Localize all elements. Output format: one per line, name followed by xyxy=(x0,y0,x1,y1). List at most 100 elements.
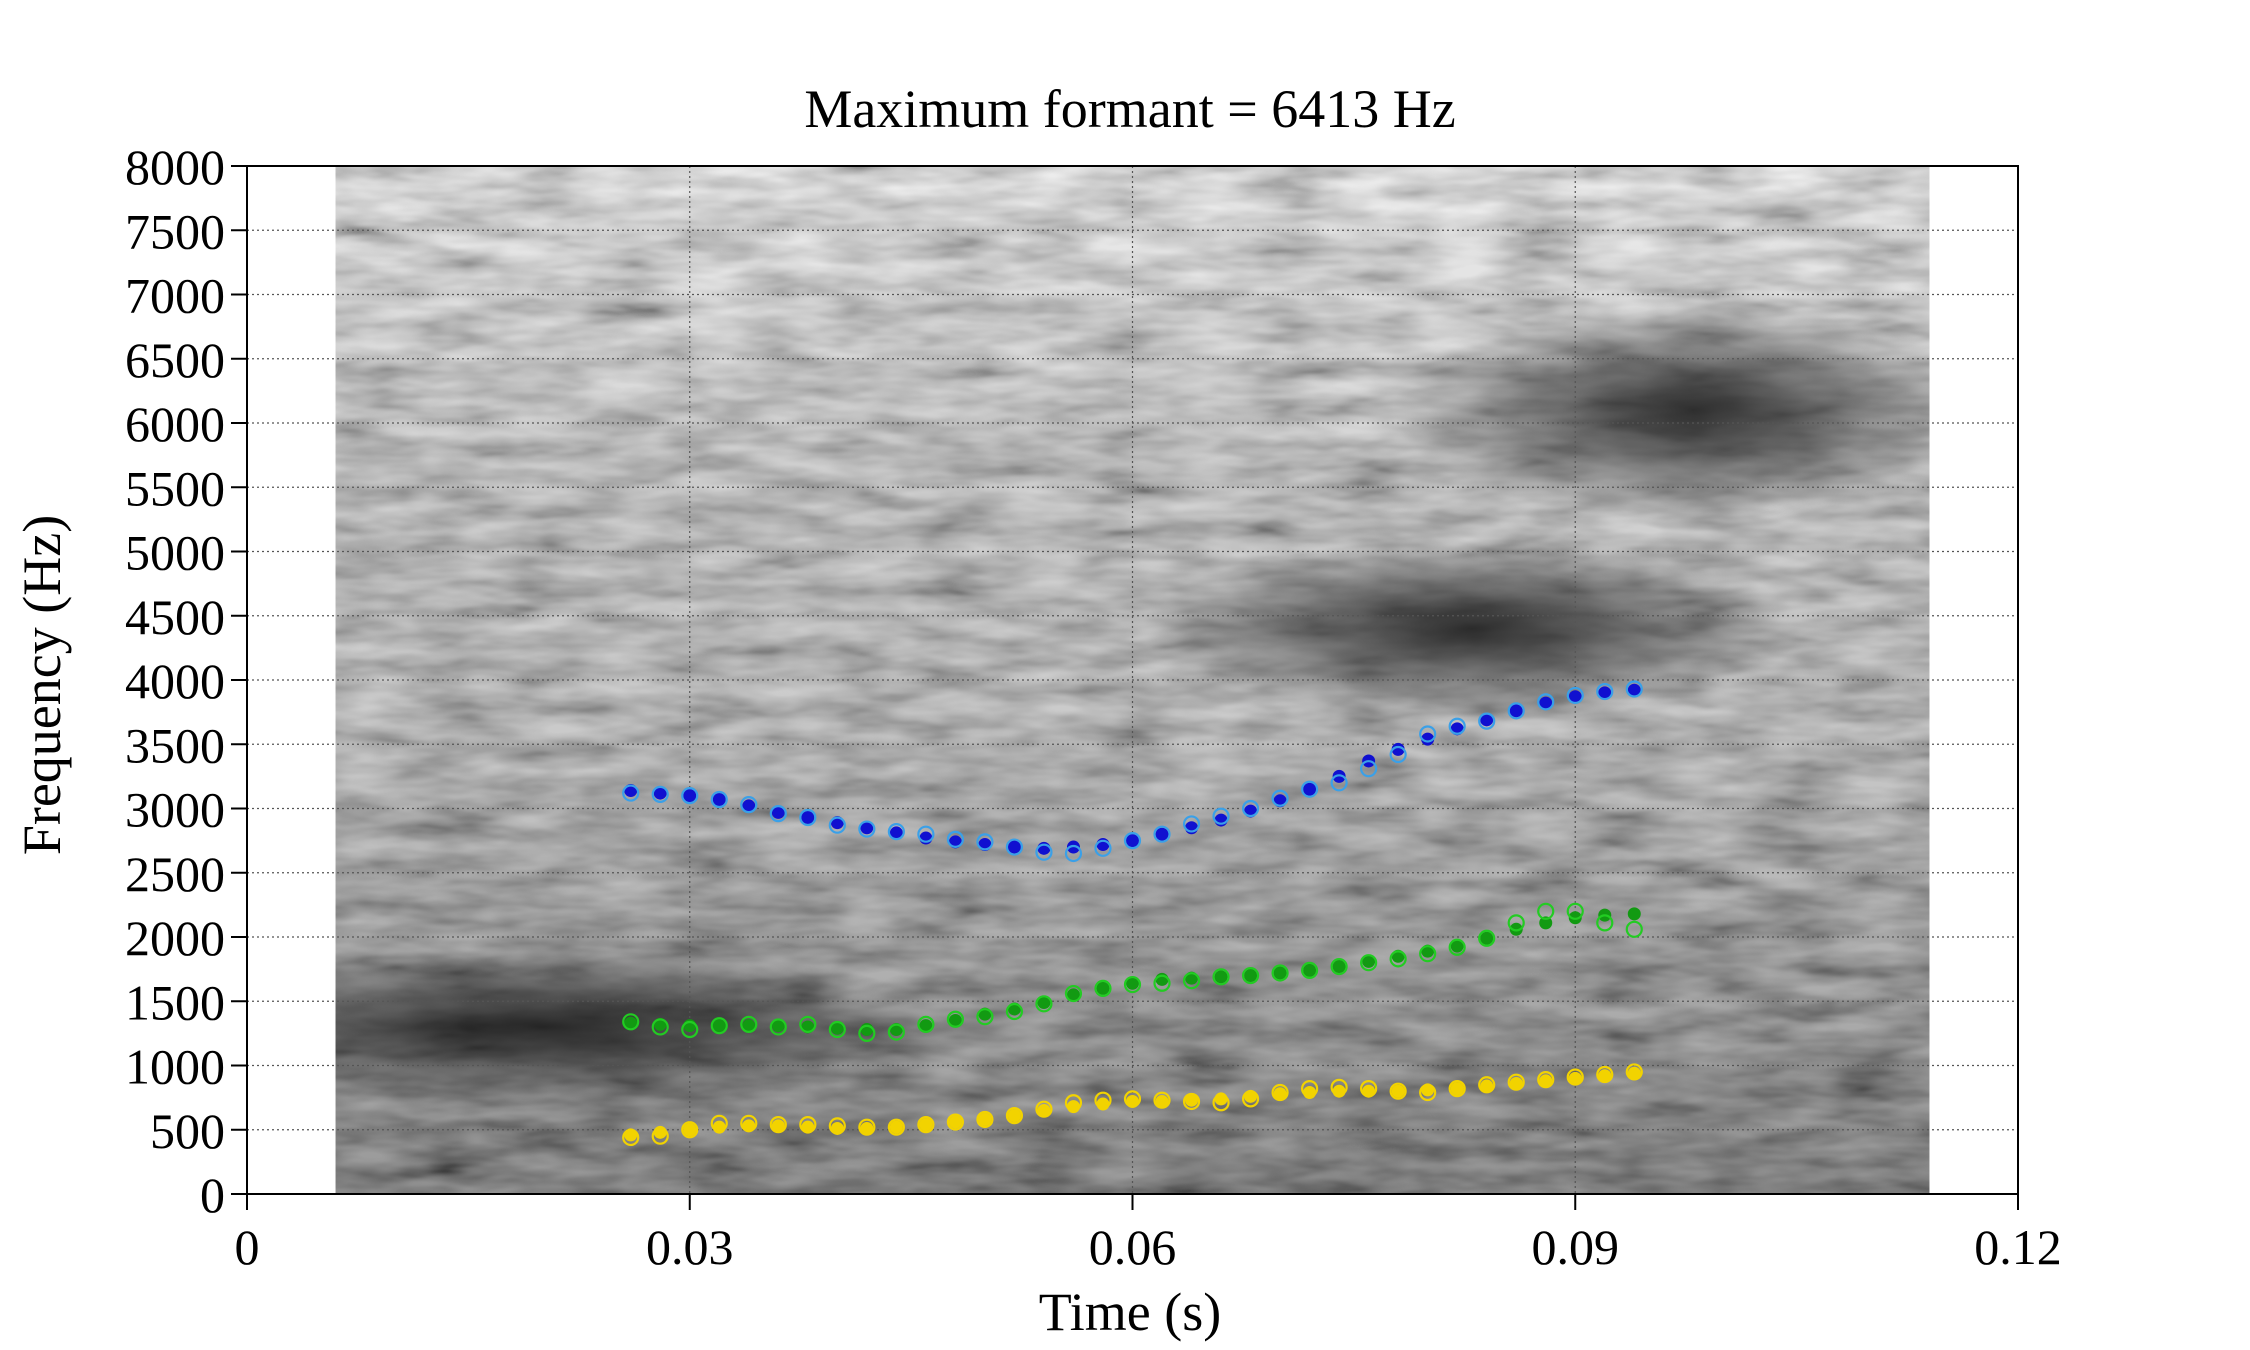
formant-point xyxy=(946,1113,965,1131)
formant-point xyxy=(771,1019,785,1033)
formant-point xyxy=(1598,686,1612,700)
formant-point xyxy=(1478,1076,1496,1094)
formant-point xyxy=(1126,834,1139,848)
formant-point xyxy=(1064,1094,1083,1112)
x-tick-label: 0.09 xyxy=(1532,1219,1620,1275)
y-axis-label: Frequency (Hz) xyxy=(12,515,72,855)
formant-point xyxy=(1596,682,1614,701)
y-tick-label: 2500 xyxy=(125,846,225,902)
y-tick-label: 8000 xyxy=(125,139,225,195)
formant-point xyxy=(1330,957,1348,976)
formant-point xyxy=(1244,969,1258,983)
y-tick-label: 3500 xyxy=(125,717,225,773)
formant-point xyxy=(1537,693,1555,711)
formant-point xyxy=(1480,1079,1494,1093)
formant-point xyxy=(1035,995,1053,1013)
formant-point xyxy=(771,1119,785,1133)
formant-point xyxy=(1566,686,1584,705)
formant-point xyxy=(740,1015,758,1033)
formant-point xyxy=(1303,782,1317,796)
formant-point xyxy=(1360,1080,1378,1098)
formant-point xyxy=(1566,1068,1584,1086)
formant-point xyxy=(917,1116,935,1134)
formant-point xyxy=(1271,789,1289,807)
formant-point xyxy=(917,825,935,843)
x-axis-label: Time (s) xyxy=(1039,1282,1222,1342)
formant-point xyxy=(712,793,726,807)
formant-point xyxy=(1241,1090,1260,1108)
formant-series-2 xyxy=(622,1063,1643,1147)
x-tick-label: 0.03 xyxy=(646,1219,734,1275)
formant-point xyxy=(1507,1073,1525,1091)
formant-point xyxy=(828,1117,846,1135)
formant-point xyxy=(1064,844,1083,863)
grid-lines xyxy=(247,166,2018,1194)
formant-point xyxy=(710,1114,728,1132)
formant-point xyxy=(1507,914,1525,932)
formant-point xyxy=(919,1118,933,1132)
formant-point xyxy=(1094,979,1112,998)
y-tick-label: 0 xyxy=(200,1167,225,1223)
formant-point xyxy=(1478,712,1496,730)
formant-point xyxy=(742,799,756,813)
formant-point xyxy=(1153,1091,1171,1109)
formant-point xyxy=(1303,963,1317,977)
formant-point xyxy=(1300,780,1319,798)
formant-point xyxy=(1212,968,1230,986)
formant-point xyxy=(1126,976,1139,990)
formant-point xyxy=(799,808,817,827)
formant-point xyxy=(887,1118,905,1136)
formant-point xyxy=(622,1013,640,1031)
formant-point xyxy=(1123,975,1142,994)
formant-point xyxy=(740,1114,758,1132)
formant-series-3 xyxy=(624,907,1641,1037)
formant-point xyxy=(1391,742,1405,756)
formant-point xyxy=(653,786,667,800)
formant-point xyxy=(1271,964,1289,982)
formant-point xyxy=(712,1019,726,1033)
formant-point xyxy=(1005,1002,1024,1021)
chart-title: Maximum formant = 6413 Hz xyxy=(804,79,1455,139)
y-tick-label: 6500 xyxy=(125,332,225,388)
formant-point xyxy=(1123,832,1142,850)
formant-series-6 xyxy=(622,680,1643,863)
formant-point xyxy=(1421,732,1435,746)
formant-point xyxy=(1625,1063,1643,1081)
formant-point xyxy=(1271,1083,1289,1102)
formant-point xyxy=(830,1021,844,1035)
formant-point xyxy=(1509,704,1523,718)
formant-point xyxy=(1478,929,1496,947)
formant-point xyxy=(1214,970,1228,984)
formant-point xyxy=(1005,838,1024,856)
x-tick-label: 0.12 xyxy=(1974,1219,2062,1275)
formant-point xyxy=(889,826,903,840)
y-tick-label: 3000 xyxy=(125,782,225,838)
formant-point xyxy=(1155,827,1169,841)
formant-point xyxy=(1419,1083,1437,1102)
formant-point xyxy=(828,816,846,834)
formant-point xyxy=(858,820,876,838)
formant-point xyxy=(799,1116,817,1134)
formant-point xyxy=(1450,939,1464,953)
formant-point xyxy=(681,787,699,805)
formant-point xyxy=(828,1020,846,1039)
formant-point xyxy=(1300,1080,1319,1098)
formant-point xyxy=(1627,1066,1641,1080)
formant-point xyxy=(1037,996,1051,1010)
formant-point xyxy=(1625,920,1643,938)
formant-point xyxy=(1066,988,1080,1002)
formant-point xyxy=(860,821,874,835)
formant-point xyxy=(1419,725,1437,743)
formant-point xyxy=(1273,1087,1287,1101)
formant-point xyxy=(1596,1065,1614,1084)
y-tick-label: 7500 xyxy=(125,203,225,259)
formant-point xyxy=(1568,690,1582,704)
formant-series-1 xyxy=(624,1066,1641,1142)
formant-point xyxy=(976,1110,994,1129)
formant-point xyxy=(1360,954,1378,972)
formant-point xyxy=(769,1116,787,1134)
formant-point xyxy=(681,1121,699,1139)
formant-point xyxy=(976,1008,994,1026)
formant-point xyxy=(1037,1103,1051,1117)
formant-point xyxy=(1182,1092,1201,1111)
